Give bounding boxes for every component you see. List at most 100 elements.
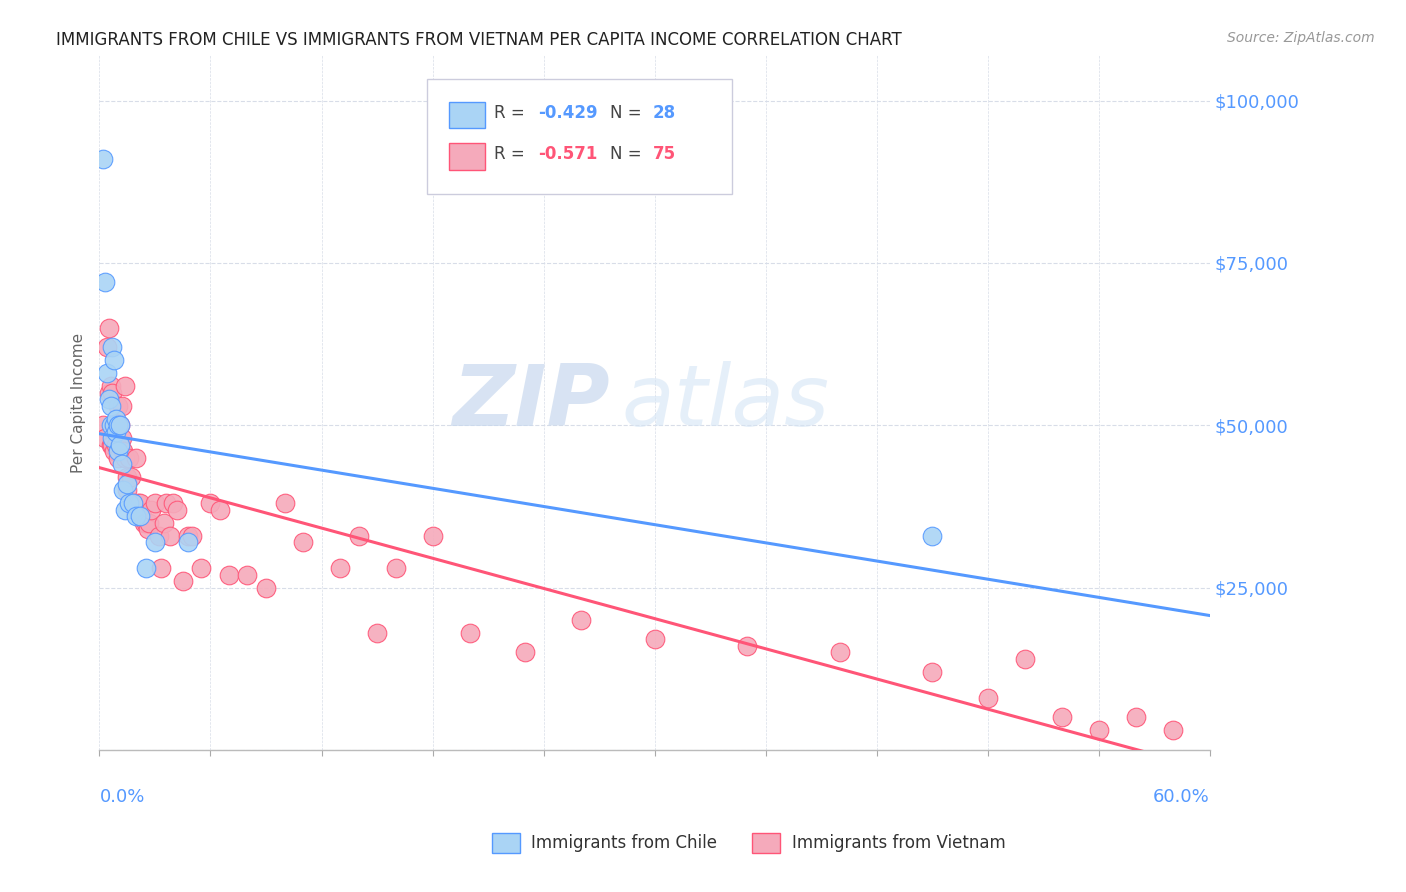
Point xyxy=(96,366,118,380)
Point xyxy=(112,444,135,458)
Text: 60.0%: 60.0% xyxy=(1153,788,1211,806)
Point xyxy=(107,444,129,458)
Point xyxy=(422,528,444,542)
Point xyxy=(135,561,157,575)
Point xyxy=(132,516,155,530)
Point xyxy=(141,502,163,516)
Point xyxy=(114,379,136,393)
Point xyxy=(181,528,204,542)
Point xyxy=(112,483,135,497)
Point xyxy=(114,450,136,465)
Point xyxy=(103,353,125,368)
FancyBboxPatch shape xyxy=(450,102,485,128)
Point xyxy=(921,528,943,542)
Point xyxy=(111,399,134,413)
Point xyxy=(644,632,666,647)
Point xyxy=(103,418,125,433)
Point xyxy=(273,496,295,510)
Point xyxy=(148,528,170,542)
Point xyxy=(292,535,315,549)
Point xyxy=(159,528,181,542)
Point xyxy=(129,509,152,524)
Point xyxy=(153,516,176,530)
Point xyxy=(91,152,114,166)
FancyBboxPatch shape xyxy=(450,144,485,169)
Point xyxy=(108,438,131,452)
Point xyxy=(977,690,1000,705)
Point xyxy=(108,418,131,433)
FancyBboxPatch shape xyxy=(427,79,733,194)
Text: -0.571: -0.571 xyxy=(538,145,598,163)
Point xyxy=(218,567,240,582)
Point xyxy=(458,626,481,640)
Point xyxy=(1050,710,1073,724)
Point xyxy=(100,399,122,413)
Point xyxy=(111,457,134,471)
Point xyxy=(177,535,200,549)
Point xyxy=(177,528,200,542)
Point xyxy=(190,561,212,575)
Point xyxy=(1161,723,1184,738)
Point xyxy=(101,340,124,354)
Point xyxy=(236,567,259,582)
Point xyxy=(108,438,131,452)
Point xyxy=(103,444,125,458)
Text: N =: N = xyxy=(610,145,647,163)
Point xyxy=(97,385,120,400)
Point xyxy=(254,581,277,595)
Text: atlas: atlas xyxy=(621,361,830,444)
Point xyxy=(115,476,138,491)
Text: -0.429: -0.429 xyxy=(538,103,598,122)
Point xyxy=(149,561,172,575)
Point xyxy=(105,438,128,452)
Point xyxy=(366,626,388,640)
Point xyxy=(921,665,943,679)
Point xyxy=(100,379,122,393)
Point xyxy=(118,450,141,465)
Point xyxy=(513,645,536,659)
Point xyxy=(166,502,188,516)
Point xyxy=(107,399,129,413)
Text: 28: 28 xyxy=(652,103,675,122)
Bar xyxy=(492,833,520,853)
Text: 75: 75 xyxy=(652,145,675,163)
Point xyxy=(125,450,148,465)
Point xyxy=(136,522,159,536)
Bar xyxy=(752,833,780,853)
Point xyxy=(127,496,149,510)
Point xyxy=(1088,723,1111,738)
Point xyxy=(115,483,138,497)
Point xyxy=(105,418,128,433)
Point xyxy=(125,509,148,524)
Point xyxy=(100,438,122,452)
Text: R =: R = xyxy=(494,103,530,122)
Point xyxy=(138,516,160,530)
Text: R =: R = xyxy=(494,145,530,163)
Point xyxy=(735,639,758,653)
Point xyxy=(103,418,125,433)
Point xyxy=(347,528,370,542)
Text: Source: ZipAtlas.com: Source: ZipAtlas.com xyxy=(1227,31,1375,45)
Text: N =: N = xyxy=(610,103,647,122)
Point xyxy=(96,340,118,354)
Point xyxy=(124,502,146,516)
Point xyxy=(105,425,128,439)
Point xyxy=(97,392,120,407)
Point xyxy=(129,496,152,510)
Point xyxy=(114,502,136,516)
Point xyxy=(97,321,120,335)
Point xyxy=(94,431,117,445)
Point xyxy=(1125,710,1147,724)
Text: IMMIGRANTS FROM CHILE VS IMMIGRANTS FROM VIETNAM PER CAPITA INCOME CORRELATION C: IMMIGRANTS FROM CHILE VS IMMIGRANTS FROM… xyxy=(56,31,903,49)
Point xyxy=(135,516,157,530)
Point xyxy=(162,496,184,510)
Text: Immigrants from Vietnam: Immigrants from Vietnam xyxy=(792,834,1005,852)
Point xyxy=(111,431,134,445)
Y-axis label: Per Capita Income: Per Capita Income xyxy=(72,333,86,473)
Point xyxy=(828,645,851,659)
Point xyxy=(121,496,143,510)
Point xyxy=(121,496,143,510)
Point xyxy=(1014,652,1036,666)
Text: ZIP: ZIP xyxy=(453,361,610,444)
Text: 0.0%: 0.0% xyxy=(100,788,145,806)
